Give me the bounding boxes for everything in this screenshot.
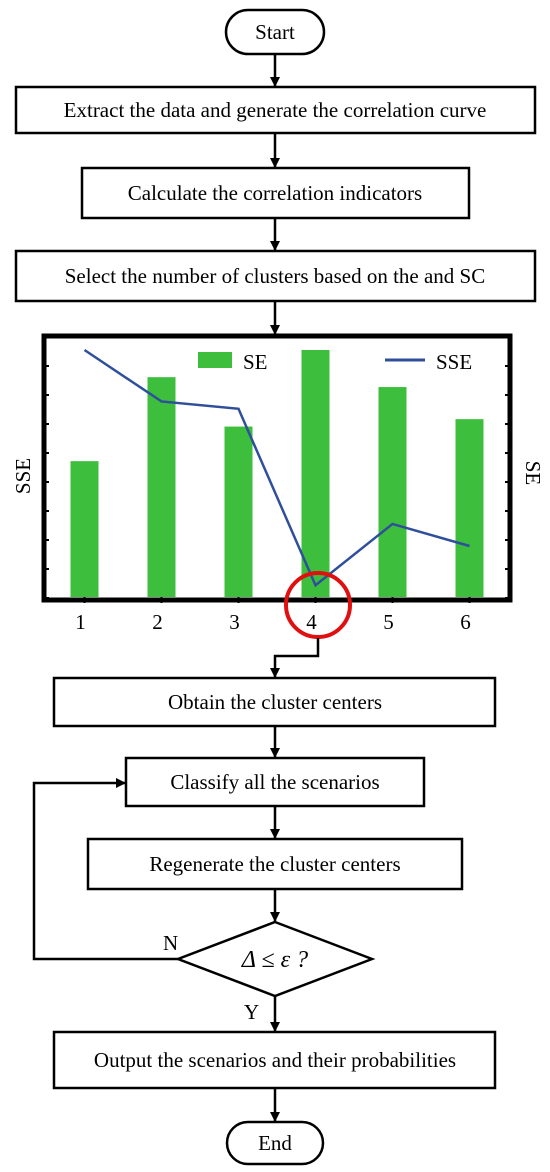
x-tick-label-4: 4 — [306, 610, 317, 634]
step-calculate-indicators-label: Calculate the correlation indicators — [128, 181, 422, 205]
step-calculate-indicators: Calculate the correlation indicators — [80, 166, 471, 220]
decision-node: Δ ≤ ε ? — [174, 920, 376, 998]
bar-se-4 — [301, 350, 330, 597]
chart-ylabel-right: SE — [521, 461, 545, 486]
step-output-scenarios: Output the scenarios and their probabili… — [52, 1030, 497, 1090]
chart-bars — [70, 350, 484, 597]
step-select-clusters-label: Select the number of clusters based on t… — [65, 264, 485, 288]
highlight-circle — [284, 571, 352, 639]
chart-frame — [41, 333, 513, 603]
step-select-clusters: Select the number of clusters based on t… — [14, 249, 537, 303]
cluster-chart: 1 2 3 4 5 6 SE SSE SSE SE — [11, 333, 545, 639]
step-regenerate-centers-label: Regenerate the cluster centers — [149, 852, 400, 876]
arrow-decision-no-loop — [32, 778, 178, 961]
step-obtain-centers-label: Obtain the cluster centers — [168, 690, 382, 714]
x-tick-label-5: 5 — [383, 610, 394, 634]
step-classify-scenarios-label: Classify all the scenarios — [170, 770, 379, 794]
step-output-scenarios-label: Output the scenarios and their probabili… — [94, 1048, 456, 1072]
bar-se-1 — [70, 461, 99, 597]
x-tick-label-3: 3 — [229, 610, 240, 634]
end-label: End — [258, 1131, 292, 1155]
chart-axis-ticks — [42, 365, 512, 603]
decision-no-label: N — [163, 931, 178, 955]
legend-label-sse: SSE — [436, 350, 472, 374]
arrow-chart-step4 — [270, 638, 320, 678]
decision-label: Δ ≤ ε ? — [241, 947, 308, 973]
chart-legend: SE SSE — [198, 350, 472, 374]
decision-yes-label: Y — [244, 1000, 259, 1024]
end-node: End — [225, 1120, 325, 1166]
start-node: Start — [224, 8, 326, 56]
step-extract-data: Extract the data and generate the correl… — [14, 85, 537, 135]
start-label: Start — [255, 20, 295, 44]
line-sse — [83, 348, 470, 588]
chart-x-tick-labels: 1 2 3 4 5 6 — [75, 610, 471, 634]
bar-se-3 — [224, 426, 253, 597]
step-extract-data-label: Extract the data and generate the correl… — [64, 98, 487, 122]
bar-se-6 — [455, 419, 484, 597]
bar-se-2 — [147, 377, 176, 597]
chart-ylabel-left: SSE — [11, 458, 35, 494]
step-obtain-centers: Obtain the cluster centers — [52, 676, 497, 728]
chart-line-series — [83, 348, 470, 588]
bar-se-5 — [378, 387, 407, 597]
x-tick-label-1: 1 — [75, 610, 86, 634]
legend-swatch-se — [198, 352, 232, 368]
x-tick-label-6: 6 — [460, 610, 471, 634]
x-tick-label-2: 2 — [152, 610, 163, 634]
step-regenerate-centers: Regenerate the cluster centers — [86, 837, 464, 891]
legend-label-se: SE — [243, 350, 268, 374]
step-classify-scenarios: Classify all the scenarios — [124, 756, 426, 808]
